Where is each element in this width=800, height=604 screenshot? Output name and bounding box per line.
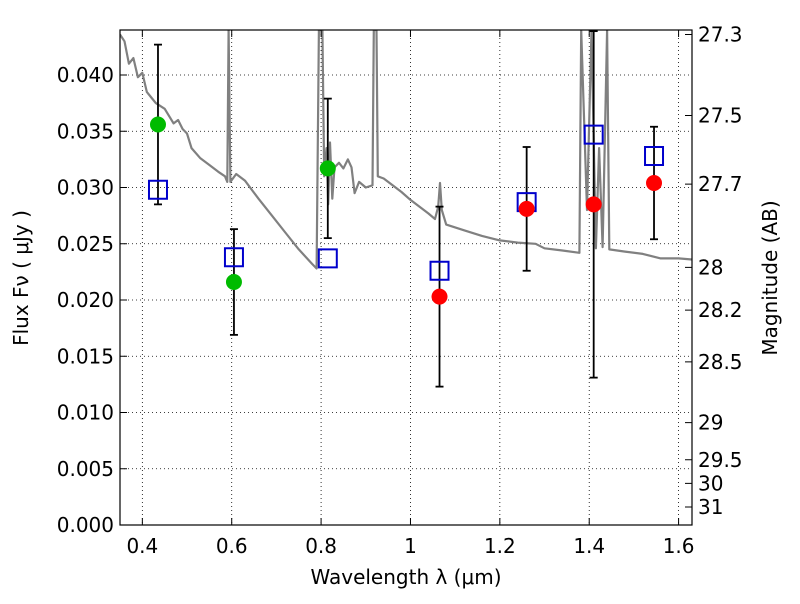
tick-marks xyxy=(120,30,692,526)
y-tick-label: 0.025 xyxy=(57,232,114,256)
y-tick-label: 0.015 xyxy=(57,344,114,368)
tick-labels: 0.4 0.6 0.8 1 1.2 1.4 1.6 0.000 0.005 0.010 0.015 0… xyxy=(57,23,743,559)
x-axis-title: Wavelength λ (μm) xyxy=(310,565,501,589)
y2-axis-title: Magnitude (AB) xyxy=(758,200,782,355)
model-square-marker xyxy=(429,260,450,281)
y-tick-label: 0.005 xyxy=(57,457,114,481)
y-tick-label: 0.030 xyxy=(57,176,114,200)
x-tick-label: 1 xyxy=(404,534,417,558)
y-tick-label: 0.020 xyxy=(57,288,114,312)
y2-tick-label: 31 xyxy=(698,495,723,519)
model-spectrum-line xyxy=(120,30,692,270)
y-tick-label: 0.035 xyxy=(57,119,114,143)
x-tick-label: 0.8 xyxy=(305,534,337,558)
y-tick-label: 0.000 xyxy=(57,513,114,537)
y2-tick-label: 30 xyxy=(698,471,723,495)
y-axis-title: Flux Fν ( μJy ) xyxy=(9,210,33,346)
model-square-marker xyxy=(317,248,338,269)
model-square-marker xyxy=(583,124,604,145)
observed-circle-marker xyxy=(431,288,448,305)
model-square-marker xyxy=(147,179,168,200)
x-tick-label: 1.6 xyxy=(663,534,695,558)
y2-tick-label: 27.7 xyxy=(698,172,743,196)
y2-tick-label: 28 xyxy=(698,255,723,279)
y2-tick-label: 28.5 xyxy=(698,350,743,374)
y-tick-label: 0.040 xyxy=(57,63,114,87)
y2-tick-label: 27.5 xyxy=(698,104,743,128)
y2-tick-label: 29 xyxy=(698,411,723,435)
observed-circle-marker xyxy=(518,200,535,217)
y-tick-label: 0.010 xyxy=(57,401,114,425)
x-tick-label: 0.4 xyxy=(126,534,158,558)
x-tick-label: 0.6 xyxy=(216,534,248,558)
x-tick-label: 1.4 xyxy=(573,534,605,558)
y2-tick-label: 28.2 xyxy=(698,298,743,322)
observed-circle-marker xyxy=(585,196,602,213)
model-square-marker xyxy=(644,146,665,166)
x-tick-label: 1.2 xyxy=(484,534,516,558)
y2-tick-label: 27.3 xyxy=(698,23,743,47)
marker-layer xyxy=(147,116,665,305)
observed-circle-marker xyxy=(646,175,663,191)
plot-background xyxy=(120,30,692,525)
y2-tick-label: 29.5 xyxy=(698,448,743,472)
observed-circle-marker xyxy=(319,160,336,177)
observed-circle-marker xyxy=(149,116,166,133)
spectrum-layer xyxy=(120,30,692,270)
observed-circle-marker xyxy=(225,274,242,290)
plot-frame xyxy=(119,29,693,526)
model-square-marker xyxy=(223,247,244,268)
